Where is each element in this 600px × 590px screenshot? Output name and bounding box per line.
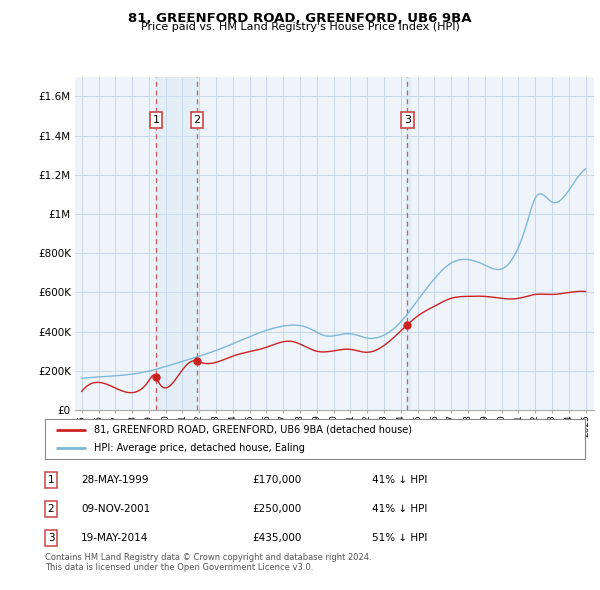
Text: 3: 3 (47, 533, 55, 543)
Text: 1: 1 (47, 476, 55, 485)
Text: £170,000: £170,000 (252, 476, 301, 485)
Text: 81, GREENFORD ROAD, GREENFORD, UB6 9BA (detached house): 81, GREENFORD ROAD, GREENFORD, UB6 9BA (… (94, 425, 412, 435)
Text: 51% ↓ HPI: 51% ↓ HPI (372, 533, 427, 543)
Text: 2: 2 (193, 115, 200, 125)
Text: Contains HM Land Registry data © Crown copyright and database right 2024.: Contains HM Land Registry data © Crown c… (45, 553, 371, 562)
Text: 19-MAY-2014: 19-MAY-2014 (81, 533, 148, 543)
Text: 41% ↓ HPI: 41% ↓ HPI (372, 504, 427, 514)
Text: 09-NOV-2001: 09-NOV-2001 (81, 504, 150, 514)
Text: This data is licensed under the Open Government Licence v3.0.: This data is licensed under the Open Gov… (45, 563, 313, 572)
Text: 2: 2 (47, 504, 55, 514)
Text: 41% ↓ HPI: 41% ↓ HPI (372, 476, 427, 485)
Text: 28-MAY-1999: 28-MAY-1999 (81, 476, 149, 485)
Text: £250,000: £250,000 (252, 504, 301, 514)
Text: Price paid vs. HM Land Registry's House Price Index (HPI): Price paid vs. HM Land Registry's House … (140, 22, 460, 32)
Text: 1: 1 (152, 115, 160, 125)
Text: £435,000: £435,000 (252, 533, 301, 543)
Text: 81, GREENFORD ROAD, GREENFORD, UB6 9BA: 81, GREENFORD ROAD, GREENFORD, UB6 9BA (128, 12, 472, 25)
Text: HPI: Average price, detached house, Ealing: HPI: Average price, detached house, Eali… (94, 443, 304, 453)
Text: 3: 3 (404, 115, 411, 125)
Bar (406, 77, 410, 410)
Bar (156, 77, 197, 410)
